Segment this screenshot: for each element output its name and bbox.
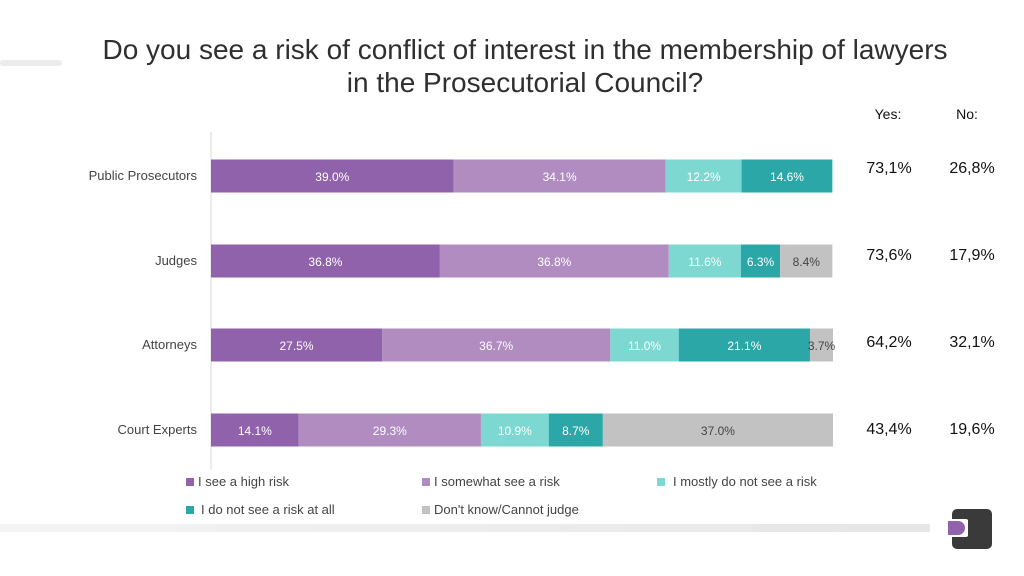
logo-icon [946,509,992,549]
summary-yes-judges: 73,6% [866,247,912,264]
no-column-header: No: [956,106,978,122]
legend-label-mostly-no-risk: I mostly do not see a risk [673,474,817,489]
summary-no-court-experts: 19,6% [949,421,995,438]
data-label-public-prosecutors-i-see-a-high-risk: 39.0% [315,170,349,184]
bar-judges-i-see-a-high-risk [211,244,440,278]
category-label-judges: Judges [155,253,197,268]
bar-attorneys-i-see-a-high-risk [211,328,383,362]
summary-no-judges: 17,9% [949,247,995,264]
data-label-judges-don-t-know-cannot-judge: 8.4% [793,255,821,269]
legend-label-dont-know: Don't know/Cannot judge [434,502,579,517]
bar-court-experts-don-t-know-cannot-judge [602,413,833,447]
yes-column-header: Yes: [874,106,902,122]
bar-public-prosecutors-i-mostly-do-not-see-a-risk [665,159,742,193]
data-label-attorneys-i-see-a-high-risk: 27.5% [280,339,314,353]
category-label-attorneys: Attorneys [142,337,197,352]
bar-public-prosecutors-i-do-not-see-a-risk-at-all [741,159,833,193]
data-label-public-prosecutors-i-mostly-do-not-see-a-risk: 12.2% [687,170,721,184]
bar-attorneys-i-do-not-see-a-risk-at-all [678,328,810,362]
data-label-judges-i-do-not-see-a-risk-at-all: 6.3% [747,255,775,269]
data-label-court-experts-i-do-not-see-a-risk-at-all: 8.7% [562,424,590,438]
chart-title: Do you see a risk of conflict of interes… [102,34,948,98]
data-label-court-experts-don-t-know-cannot-judge: 37.0% [701,424,735,438]
data-label-public-prosecutors-i-do-not-see-a-risk-at-all: 14.6% [770,170,804,184]
decorative-bar-top [0,60,62,66]
bar-court-experts-i-mostly-do-not-see-a-risk [480,413,549,447]
data-label-court-experts-i-somewhat-see-a-risk: 29.3% [373,424,407,438]
legend-swatch-mostly-no-risk [657,478,665,486]
data-label-judges-i-mostly-do-not-see-a-risk: 11.6% [688,255,721,269]
bar-attorneys-i-somewhat-see-a-risk [382,328,611,362]
summary-no-attorneys: 32,1% [949,334,995,351]
data-label-attorneys-don-t-know-cannot-judge: 3.7% [808,339,836,353]
data-label-judges-i-somewhat-see-a-risk: 36.8% [537,255,571,269]
data-label-court-experts-i-see-a-high-risk: 14.1% [238,424,272,438]
bar-attorneys-i-mostly-do-not-see-a-risk [610,328,679,362]
legend-label-no-risk: I do not see a risk at all [201,502,335,517]
data-label-court-experts-i-mostly-do-not-see-a-risk: 10.9% [498,424,532,438]
data-label-attorneys-i-do-not-see-a-risk-at-all: 21.1% [727,339,761,353]
legend-label-somewhat-risk: I somewhat see a risk [434,474,560,489]
bar-judges-i-mostly-do-not-see-a-risk [668,244,741,278]
legend-swatch-no-risk [186,506,194,514]
bar-court-experts-i-do-not-see-a-risk-at-all [548,413,603,447]
legend-label-high-risk: I see a high risk [198,474,290,489]
summary-no-public-prosecutors: 26,8% [949,160,995,177]
legend-swatch-high-risk [186,478,194,486]
bar-public-prosecutors-i-somewhat-see-a-risk [453,159,666,193]
data-label-judges-i-see-a-high-risk: 36.8% [308,255,342,269]
summary-yes-court-experts: 43,4% [866,421,912,438]
bar-judges-i-do-not-see-a-risk-at-all [740,244,781,278]
bar-public-prosecutors-i-see-a-high-risk [211,159,454,193]
bar-judges-don-t-know-cannot-judge [780,244,833,278]
data-label-attorneys-i-mostly-do-not-see-a-risk: 11.0% [628,339,661,353]
decorative-bar-bottom [0,524,930,532]
bar-court-experts-i-see-a-high-risk [211,413,299,447]
bar-attorneys-don-t-know-cannot-judge [809,328,833,362]
legend-swatch-dont-know [422,506,430,514]
summary-yes-attorneys: 64,2% [866,334,912,351]
category-label-public-prosecutors: Public Prosecutors [89,168,198,183]
category-label-court-experts: Court Experts [118,422,198,437]
bar-court-experts-i-somewhat-see-a-risk [298,413,481,447]
data-label-public-prosecutors-i-somewhat-see-a-risk: 34.1% [543,170,577,184]
legend-swatch-somewhat-risk [422,478,430,486]
data-label-attorneys-i-somewhat-see-a-risk: 36.7% [479,339,513,353]
bar-judges-i-somewhat-see-a-risk [439,244,669,278]
summary-yes-public-prosecutors: 73,1% [866,160,912,177]
